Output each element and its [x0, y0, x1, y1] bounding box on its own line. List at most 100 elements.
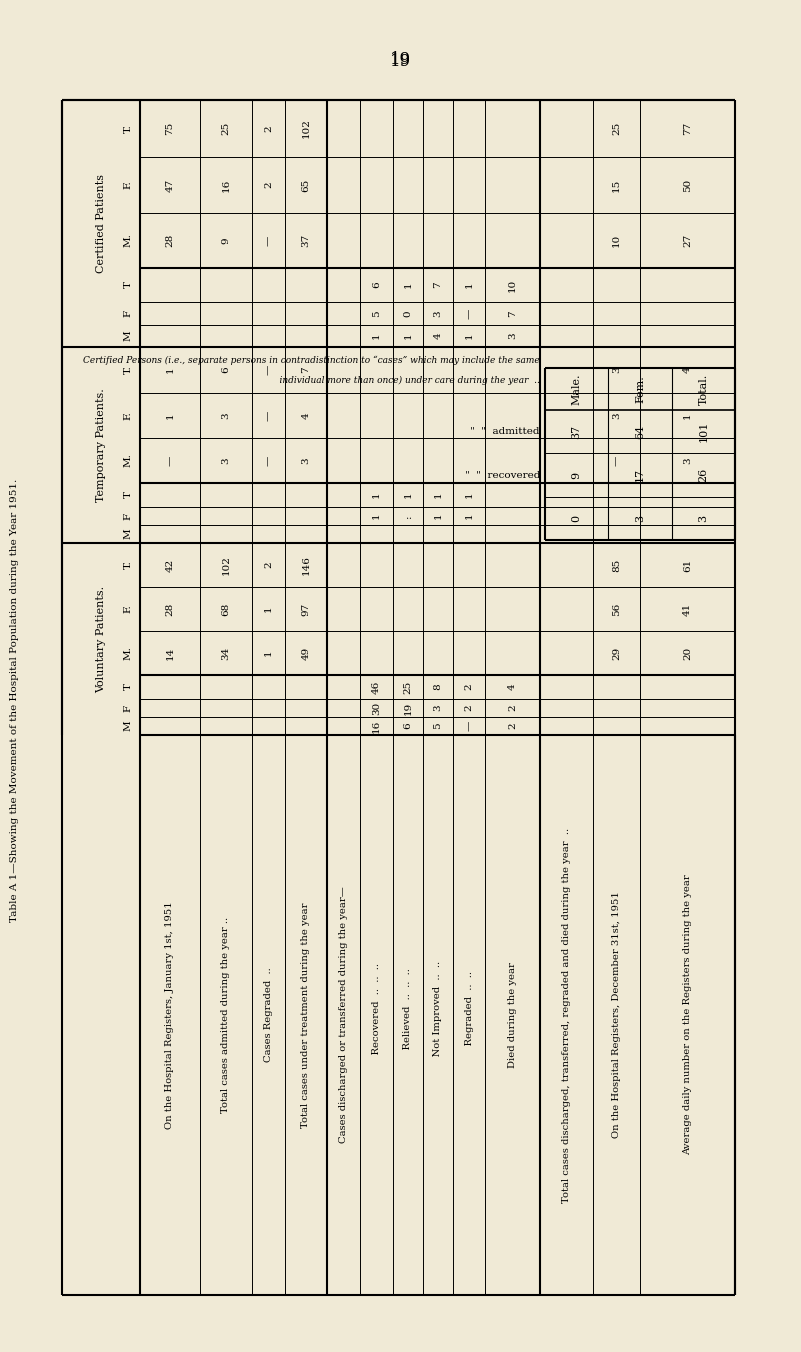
Text: 2: 2 [465, 704, 473, 711]
Text: —: — [465, 721, 473, 731]
Text: 3: 3 [433, 704, 442, 711]
Text: 75: 75 [166, 122, 175, 135]
Text: 61: 61 [683, 558, 692, 572]
Text: M: M [123, 331, 132, 341]
Text: Temporary Patients.: Temporary Patients. [96, 388, 106, 502]
Text: 1: 1 [683, 412, 692, 419]
Text: 2: 2 [264, 181, 273, 188]
Text: 27: 27 [683, 234, 692, 247]
Text: —: — [264, 365, 273, 376]
Text: 28: 28 [166, 603, 175, 615]
Text: 4: 4 [508, 684, 517, 691]
Text: 37: 37 [301, 234, 311, 247]
Text: 16: 16 [222, 178, 231, 192]
Text: 1: 1 [404, 281, 413, 288]
Text: 30: 30 [372, 702, 381, 715]
Text: 1: 1 [465, 281, 473, 288]
Text: T.: T. [123, 365, 132, 375]
Text: 1: 1 [372, 333, 381, 339]
Text: Total cases under treatment during the year: Total cases under treatment during the y… [301, 902, 311, 1128]
Text: —: — [166, 456, 175, 465]
Text: Died during the year: Died during the year [508, 963, 517, 1068]
Text: —: — [465, 308, 473, 319]
Text: 4: 4 [683, 366, 692, 373]
Text: 77: 77 [683, 122, 692, 135]
Text: 4: 4 [433, 333, 442, 339]
Text: Regraded  ..  ..: Regraded .. .. [465, 972, 473, 1059]
Text: 8: 8 [433, 684, 442, 691]
Text: 6: 6 [404, 723, 413, 729]
Text: 6: 6 [372, 281, 381, 288]
Text: 85: 85 [612, 558, 621, 572]
Text: 65: 65 [301, 178, 311, 192]
Text: 14: 14 [166, 646, 175, 660]
Text: 68: 68 [222, 603, 231, 615]
Text: 97: 97 [301, 603, 311, 615]
Text: T: T [123, 281, 132, 288]
Text: Certified Patients: Certified Patients [96, 174, 106, 273]
Text: 101: 101 [698, 420, 709, 442]
Text: 3: 3 [612, 412, 621, 419]
Text: T: T [123, 684, 132, 691]
Text: 1: 1 [404, 492, 413, 499]
Text: T: T [123, 492, 132, 499]
Text: T.: T. [123, 561, 132, 569]
Text: F: F [123, 512, 132, 519]
Text: On the Hospital Registers, January 1st, 1951: On the Hospital Registers, January 1st, … [166, 902, 175, 1129]
Text: 3: 3 [635, 515, 645, 522]
Text: 1: 1 [372, 512, 381, 519]
Text: 146: 146 [301, 556, 311, 575]
Text: 1: 1 [264, 606, 273, 612]
Text: Fem.: Fem. [635, 375, 645, 403]
Text: 49: 49 [301, 646, 311, 660]
Text: —: — [612, 456, 621, 465]
Text: 1: 1 [433, 512, 442, 519]
Text: 7: 7 [433, 281, 442, 288]
Text: 25: 25 [222, 122, 231, 135]
Text: Table A 1—Showing the Movement of the Hospital Population during the Year 1951.: Table A 1—Showing the Movement of the Ho… [10, 479, 19, 922]
Text: 42: 42 [166, 558, 175, 572]
Text: Recovered  ..  ..  ..: Recovered .. .. .. [372, 963, 381, 1067]
Text: Voluntary Patients.: Voluntary Patients. [96, 585, 106, 692]
Text: 28: 28 [166, 234, 175, 247]
Text: 3: 3 [612, 366, 621, 373]
Text: M.: M. [123, 453, 132, 468]
Text: 19: 19 [404, 702, 413, 715]
Text: —: — [264, 235, 273, 246]
Text: 5: 5 [372, 310, 381, 316]
Text: 41: 41 [683, 603, 692, 615]
Text: :: : [404, 514, 413, 518]
Text: 9: 9 [222, 237, 231, 243]
Text: 47: 47 [166, 178, 175, 192]
Text: 102: 102 [301, 119, 311, 138]
Text: 1: 1 [465, 512, 473, 519]
Text: "  "  recovered: " " recovered [465, 470, 540, 480]
Text: 3: 3 [222, 457, 231, 464]
Text: 15: 15 [612, 178, 621, 192]
Text: —: — [264, 456, 273, 465]
Text: —: — [264, 410, 273, 420]
Text: M.: M. [123, 234, 132, 247]
Text: Cases Regraded  ..: Cases Regraded .. [264, 968, 273, 1063]
Text: 29: 29 [612, 646, 621, 660]
Text: Total.: Total. [698, 373, 709, 404]
Text: On the Hospital Registers, December 31st, 1951: On the Hospital Registers, December 31st… [612, 891, 621, 1138]
Text: 2: 2 [508, 723, 517, 729]
Text: F: F [123, 704, 132, 711]
Text: 6: 6 [222, 366, 231, 373]
Text: 3: 3 [508, 333, 517, 339]
Text: Average daily number on the Registers during the year: Average daily number on the Registers du… [683, 875, 692, 1156]
Text: 7: 7 [508, 310, 517, 316]
Text: 3: 3 [301, 457, 311, 464]
Text: 3: 3 [698, 515, 709, 522]
Text: 4: 4 [301, 412, 311, 419]
Text: Relieved  ..  ..  ..: Relieved .. .. .. [404, 968, 413, 1061]
Text: 1: 1 [465, 492, 473, 499]
Text: individual more than once) under care during the year  ..: individual more than once) under care du… [268, 376, 540, 384]
Text: 1: 1 [264, 650, 273, 656]
Text: 19: 19 [389, 51, 411, 69]
Text: Cases discharged or transferred during the year—: Cases discharged or transferred during t… [339, 887, 348, 1144]
Text: 20: 20 [683, 646, 692, 660]
Text: 2: 2 [264, 126, 273, 131]
Text: 1: 1 [465, 333, 473, 339]
